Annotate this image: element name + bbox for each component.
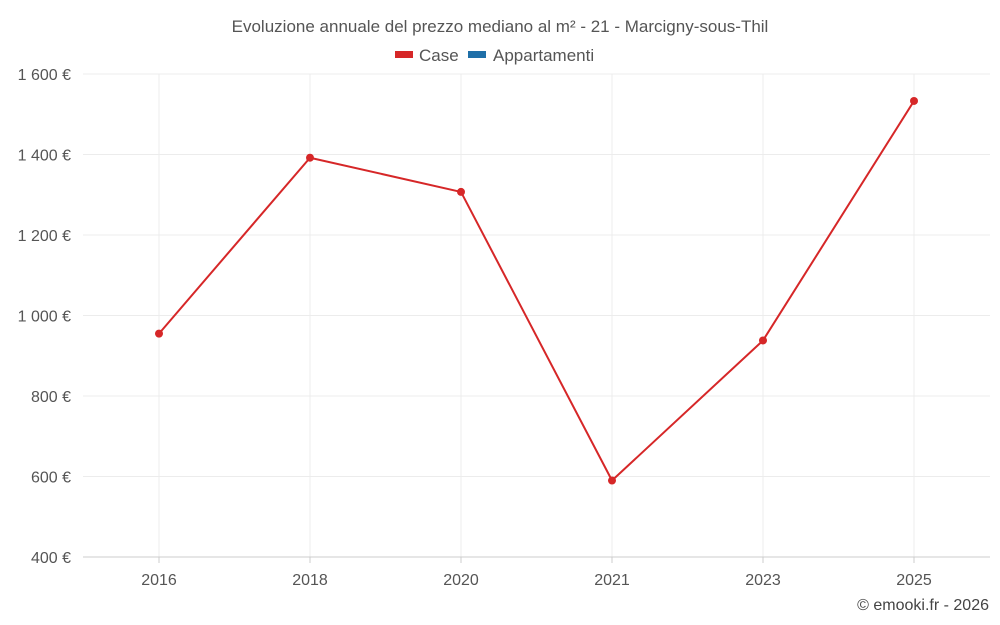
credit-text: © emooki.fr - 2026 [857,597,989,614]
legend-label-case: Case [419,46,459,65]
legend-item-appartamenti[interactable]: Appartamenti [468,46,594,65]
data-point-case-2016[interactable] [155,329,163,338]
y-tick-label: 1 600 € [18,67,71,84]
y-tick-label: 800 € [31,389,71,406]
legend-swatch-appartamenti [468,51,486,58]
data-point-case-2025[interactable] [910,96,918,105]
y-tick-label: 1 000 € [18,309,71,326]
x-tick-label: 2020 [443,572,479,589]
y-axis-ticks: 400 € 600 € 800 € 1 000 € 1 200 € 1 400 € 1 60… [18,67,71,567]
data-point-case-2023[interactable] [759,336,767,345]
data-point-case-2018[interactable] [306,153,314,162]
x-tick-label: 2023 [745,572,781,589]
y-tick-label: 600 € [31,470,71,487]
x-tick-label: 2025 [896,572,932,589]
legend-item-case[interactable]: Case [395,46,459,65]
x-tick-label: 2016 [141,572,177,589]
y-tick-label: 1 400 € [18,148,71,165]
legend-swatch-case [395,51,413,58]
grid [83,73,990,557]
series-case [155,96,918,485]
x-tick-label: 2018 [292,572,328,589]
y-tick-label: 400 € [31,550,71,567]
legend-label-appartamenti: Appartamenti [493,46,594,65]
x-tick-label: 2021 [594,572,630,589]
y-tick-label: 1 200 € [18,228,71,245]
data-point-case-2020[interactable] [457,187,465,196]
x-axis-ticks: 2016 2018 2020 2021 2023 2025 [83,556,990,589]
chart-title: Evoluzione annuale del prezzo mediano al… [232,17,769,36]
series-line-case [158,100,915,482]
legend: Case Appartamenti [395,46,594,65]
data-point-case-2021[interactable] [608,476,616,485]
